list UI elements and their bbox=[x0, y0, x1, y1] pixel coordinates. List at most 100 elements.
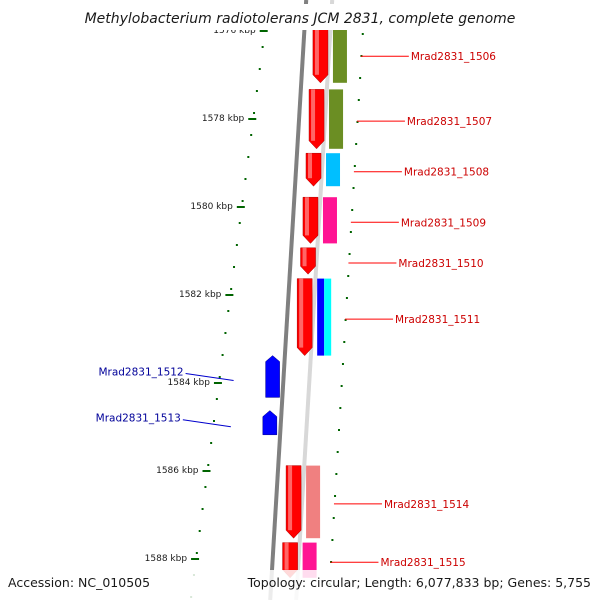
accession-text: Accession: NC_010505 bbox=[8, 575, 150, 590]
cog-category-bar bbox=[302, 542, 317, 578]
gene-arrow-highlight bbox=[311, 89, 316, 141]
gene-feature bbox=[296, 278, 332, 356]
cog-category-bar bbox=[324, 278, 332, 356]
gene-arrow-highlight bbox=[288, 465, 293, 531]
ruler-dot bbox=[213, 420, 215, 422]
ruler-dot bbox=[198, 530, 201, 532]
ruler-dot bbox=[201, 508, 204, 510]
ruler-dot bbox=[238, 222, 241, 224]
gene-feature bbox=[305, 152, 341, 187]
ruler-major-tick bbox=[225, 294, 234, 296]
footer-backdrop bbox=[0, 570, 600, 600]
gene-label: Mrad2831_1514 bbox=[384, 499, 469, 511]
ruler-dot bbox=[356, 121, 359, 123]
ruler-dot bbox=[352, 187, 355, 189]
ruler-dot bbox=[348, 253, 351, 255]
gene-label: Mrad2831_1511 bbox=[395, 314, 480, 326]
ruler-major-tick bbox=[202, 470, 211, 472]
gene-feature bbox=[282, 542, 317, 579]
gene-label: Mrad2831_1508 bbox=[404, 167, 489, 179]
ruler-dot bbox=[340, 385, 343, 387]
ruler-label: 1576 kbp bbox=[213, 26, 256, 36]
ruler-dot bbox=[221, 354, 224, 356]
backbone-layer bbox=[268, 0, 335, 600]
backbone-line bbox=[268, 0, 309, 600]
cog-category-bar bbox=[317, 278, 325, 356]
ruler-dot bbox=[230, 288, 233, 290]
gene-leader-line bbox=[185, 373, 234, 381]
ruler-label: 1578 kbp bbox=[202, 114, 245, 124]
cog-category-bar bbox=[329, 89, 344, 149]
gene-feature bbox=[262, 410, 278, 436]
ruler-dot bbox=[334, 495, 337, 497]
ruler-dot bbox=[215, 398, 218, 400]
title-backdrop bbox=[80, 4, 520, 30]
cog-category-bar bbox=[326, 153, 341, 187]
ruler-dot bbox=[224, 332, 227, 334]
gene-feature bbox=[308, 89, 344, 150]
gene-arrow-highlight bbox=[299, 278, 304, 348]
ruler-dot bbox=[336, 451, 339, 453]
gene-arrow-highlight bbox=[302, 247, 307, 267]
cog-category-bar bbox=[306, 465, 321, 539]
ruler-dot bbox=[207, 464, 210, 466]
ruler-dot bbox=[233, 266, 236, 268]
ruler-dot bbox=[355, 143, 358, 145]
gene-feature bbox=[312, 25, 347, 84]
ruler-label: 1580 kbp bbox=[190, 202, 233, 212]
gene-feature bbox=[265, 355, 280, 398]
ruler-dot bbox=[258, 68, 261, 70]
ruler-dot bbox=[241, 200, 244, 202]
gene-arrow-highlight bbox=[314, 25, 319, 75]
ruler-dot bbox=[343, 341, 346, 343]
gene-label: Mrad2831_1513 bbox=[96, 413, 181, 425]
gene-arrow-highlight bbox=[284, 542, 289, 570]
ruler-label: 1588 kbp bbox=[145, 554, 188, 564]
genes-layer bbox=[262, 25, 347, 579]
ruler-dot bbox=[361, 33, 364, 35]
ruler-dot bbox=[195, 552, 198, 554]
ruler-major-tick bbox=[236, 206, 245, 208]
gene-feature bbox=[302, 196, 337, 244]
ruler-dot bbox=[351, 209, 354, 211]
ruler-label: 1586 kbp bbox=[156, 466, 199, 476]
gene-label: Mrad2831_1512 bbox=[98, 367, 183, 379]
ruler-dot bbox=[255, 90, 258, 92]
gene-labels-layer: Mrad2831_1506 Mrad2831_1507 Mrad2831_1508 M… bbox=[96, 51, 497, 569]
gene-label: Mrad2831_1509 bbox=[401, 217, 486, 229]
ruler-dot bbox=[210, 442, 213, 444]
ruler-dot bbox=[247, 156, 250, 158]
ruler-major-tick bbox=[191, 558, 200, 560]
ruler-dot bbox=[261, 46, 264, 48]
ruler-dot bbox=[347, 275, 350, 277]
cog-category-bar bbox=[332, 25, 347, 83]
ruler-dot bbox=[357, 99, 360, 101]
ruler-major-tick bbox=[213, 382, 222, 384]
ruler-dot bbox=[338, 429, 340, 431]
gene-arrow-highlight bbox=[308, 153, 313, 179]
gene-arrow bbox=[262, 410, 278, 436]
gene-arrow-highlight bbox=[304, 197, 309, 236]
ruler-dot bbox=[331, 539, 334, 541]
ruler-dot bbox=[250, 134, 253, 136]
ruler-dot bbox=[349, 231, 352, 233]
ruler-dot bbox=[253, 112, 256, 114]
map-title: Methylobacterium radiotolerans JCM 2831,… bbox=[85, 11, 516, 27]
gene-label: Mrad2831_1507 bbox=[407, 116, 492, 128]
ruler-dot bbox=[204, 486, 207, 488]
ruler-dot bbox=[227, 310, 230, 312]
ruler-dot bbox=[235, 244, 238, 246]
ruler-dot bbox=[353, 165, 356, 167]
ruler-dot bbox=[345, 297, 348, 299]
ruler-label: 1584 kbp bbox=[168, 378, 211, 388]
ruler-dot bbox=[339, 407, 342, 409]
gene-label: Mrad2831_1510 bbox=[398, 258, 483, 270]
gene-leader-line bbox=[182, 419, 231, 428]
backbone-shadow-line bbox=[294, 0, 335, 600]
ruler-dot bbox=[332, 517, 335, 519]
ruler-major-tick bbox=[248, 118, 257, 120]
cog-category-bar bbox=[322, 197, 337, 244]
gene-label: Mrad2831_1515 bbox=[380, 557, 465, 569]
